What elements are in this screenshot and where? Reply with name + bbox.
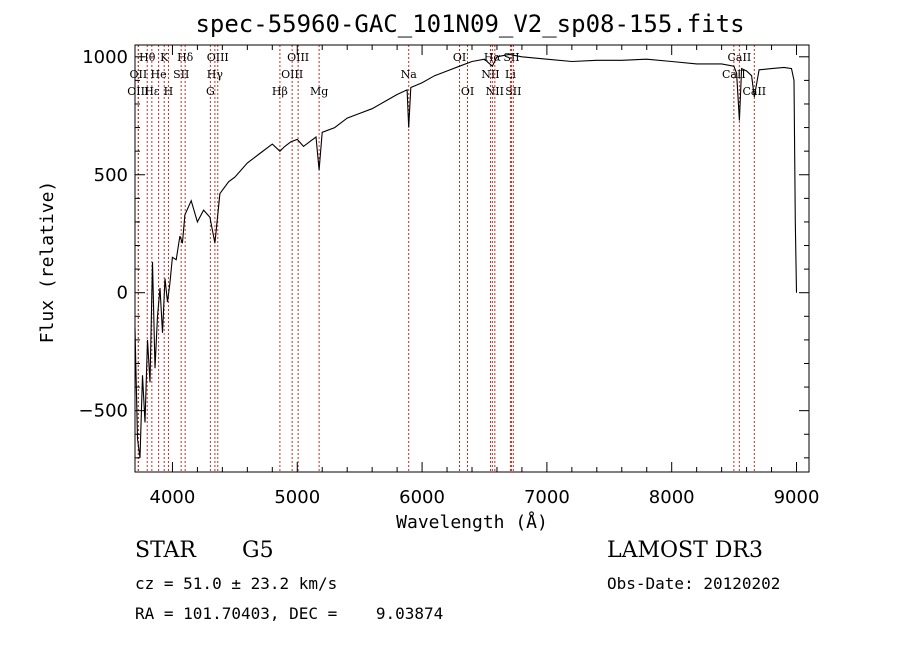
spectral-line-label: OII bbox=[130, 68, 148, 81]
spectral-line-label: OIII bbox=[207, 51, 229, 64]
spectral-line-label: Li bbox=[505, 68, 516, 81]
spectral-line-label: OIII bbox=[281, 68, 303, 81]
y-tick-label: 0 bbox=[117, 283, 128, 304]
spectral-line-label: Mg bbox=[310, 85, 328, 98]
x-tick-label: 5000 bbox=[274, 487, 320, 508]
survey-name: LAMOST DR3 bbox=[607, 538, 763, 563]
spectral-line-label: Hε bbox=[144, 85, 160, 98]
x-tick-label: 7000 bbox=[524, 487, 570, 508]
spectral-line-label: CaII bbox=[722, 68, 746, 81]
object-class: STAR bbox=[135, 538, 196, 563]
obs-date-text: Obs-Date: 20120202 bbox=[607, 574, 781, 593]
spectral-line-label: Hα bbox=[484, 51, 502, 64]
spectral-line-label: G bbox=[206, 85, 215, 98]
spectral-line-label: Hγ bbox=[207, 68, 224, 81]
spectral-line-label: SII bbox=[505, 85, 521, 98]
spectral-line-label: OI bbox=[453, 51, 466, 64]
spectrum-line bbox=[134, 53, 798, 458]
chart-title: spec-55960-GAC_101N09_V2_sp08-155.fits bbox=[195, 10, 744, 38]
spectral-line-label: SII bbox=[173, 68, 189, 81]
spectral-line-label: Hβ bbox=[272, 85, 288, 98]
spectral-line-label: NII bbox=[481, 68, 499, 81]
object-subclass: G5 bbox=[242, 538, 274, 563]
coordinates-text: RA = 101.70403, DEC = 9.03874 bbox=[135, 604, 444, 623]
y-tick-label: 1000 bbox=[82, 47, 128, 68]
x-axis-label: Wavelength (Å) bbox=[396, 511, 548, 533]
x-tick-label: 6000 bbox=[399, 487, 445, 508]
spectral-line-label: H bbox=[164, 85, 174, 98]
spectral-line-label: OI bbox=[461, 85, 474, 98]
spectral-line-label: Hδ bbox=[177, 51, 194, 64]
y-tick-label: 500 bbox=[94, 165, 128, 186]
x-tick-label: 8000 bbox=[649, 487, 695, 508]
x-tick-label: 9000 bbox=[774, 487, 820, 508]
y-axis: −500 0 500 1000 bbox=[79, 47, 809, 459]
y-tick-label: −500 bbox=[79, 401, 128, 422]
spectral-line-label: Hθ bbox=[139, 51, 156, 64]
x-tick-label: 4000 bbox=[150, 487, 196, 508]
plot-frame bbox=[134, 44, 810, 473]
spectral-line-label: SII bbox=[503, 51, 519, 64]
redshift-text: cz = 51.0 ± 23.2 km/s bbox=[135, 574, 338, 593]
spectral-line-label: K bbox=[160, 51, 169, 64]
spectral-line-label: CaII bbox=[742, 85, 766, 98]
spectral-line-label: OIII bbox=[287, 51, 309, 64]
spectral-line-label: OIII bbox=[127, 85, 149, 98]
x-axis: 4000 5000 6000 7000 8000 9000 bbox=[150, 45, 820, 508]
spectral-line-label: CaII bbox=[728, 51, 752, 64]
spectral-line-markers bbox=[137, 45, 755, 472]
spectral-line-label: NII bbox=[486, 85, 504, 98]
spectral-line-label: He bbox=[151, 68, 167, 81]
spectral-line-label: Na bbox=[401, 68, 418, 81]
y-axis-label: Flux (relative) bbox=[37, 181, 58, 344]
